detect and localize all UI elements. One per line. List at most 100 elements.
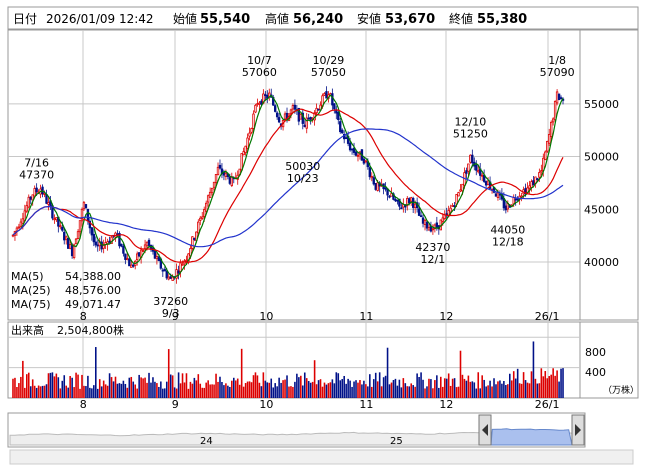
volume-bar (266, 382, 269, 398)
ma-legend: MA(5) 54,388.00 MA(25) 48,576.00 MA(75) … (11, 270, 121, 311)
volume-bar (532, 341, 535, 398)
volume-bar (501, 383, 503, 398)
volume-bar (396, 385, 399, 398)
navigator-scrollbar[interactable] (9, 449, 634, 465)
candle-body (35, 187, 38, 193)
volume-bar (85, 386, 87, 398)
candle-body (341, 129, 344, 134)
volume-bar (232, 377, 235, 398)
volume-bar (465, 380, 468, 398)
candle-body (135, 253, 139, 261)
candle-body (400, 207, 403, 210)
volume-bar (508, 373, 511, 398)
volume-bar (79, 388, 81, 398)
annotation-value: 9/3 (162, 307, 180, 320)
volume-bar (499, 380, 501, 398)
volume-bar (554, 375, 556, 398)
volume-bar (100, 386, 103, 398)
volume-bar (477, 372, 480, 398)
volume-bar (424, 388, 426, 398)
volume-bar (459, 350, 462, 398)
annotation-date: 50030 (285, 160, 320, 173)
volume-bar (33, 385, 36, 398)
open-value: 55,540 (200, 12, 250, 27)
candle-body (47, 202, 50, 205)
volume-bar (286, 375, 288, 398)
candle-body (457, 192, 460, 197)
volume-bar (132, 381, 135, 398)
candle-body (427, 227, 431, 231)
volume-bar (520, 383, 523, 398)
candle-body (555, 91, 559, 104)
candle-body (252, 113, 255, 129)
volume-bar (392, 380, 395, 398)
candle-body (356, 154, 360, 157)
navigator-selected-range[interactable] (490, 428, 573, 446)
ma75-value: 49,071.47 (65, 298, 121, 311)
volume-bar (369, 374, 371, 398)
annotation-value: 12/18 (492, 235, 524, 248)
volume-bar (558, 381, 560, 398)
volume-bar (467, 375, 470, 398)
volume-bar (215, 373, 217, 398)
candle-body (80, 209, 84, 222)
volume-bar (363, 380, 365, 398)
volume-bar (384, 375, 387, 398)
volume-bar (20, 376, 22, 398)
volume-bar (229, 386, 231, 398)
candle-body (137, 252, 141, 257)
volume-bar (351, 386, 353, 398)
volume-bar (445, 378, 448, 398)
ma5-line (12, 94, 564, 279)
ma25-line (12, 108, 564, 263)
candle-body (532, 180, 535, 186)
volume-bar (386, 347, 389, 398)
candle-body (396, 199, 399, 202)
volume-bar (404, 383, 407, 398)
volume-bar (114, 376, 117, 398)
ma5-value: 54,388.00 (65, 270, 121, 283)
volume-bar (438, 387, 440, 398)
volume-bar (262, 372, 265, 398)
volume-bar (43, 385, 46, 398)
volume-bar (495, 384, 497, 398)
volume-bar (298, 377, 300, 398)
volume-bar (443, 378, 446, 398)
volume-bar (246, 381, 249, 398)
low-label: 安値 (357, 11, 381, 26)
price-tick-label: 45000 (584, 203, 619, 216)
candle-body (408, 198, 411, 204)
volume-bar (175, 388, 178, 398)
volume-bar (221, 382, 223, 398)
volume-bar (463, 378, 466, 398)
candle-body (228, 176, 232, 184)
candle-body (201, 216, 204, 219)
candle-body (96, 244, 99, 247)
volume-bar (414, 386, 416, 398)
candle-body (350, 148, 354, 151)
candle-body (82, 202, 86, 210)
candle-body (55, 217, 58, 221)
header-bar (7, 6, 639, 30)
volume-bar (106, 385, 109, 398)
volume-bar (234, 380, 237, 398)
candle-body (449, 207, 452, 213)
volume-bar (365, 384, 367, 398)
volume-bar (552, 368, 554, 398)
candle-body (544, 151, 547, 160)
x-tick-label: 10 (259, 310, 273, 323)
candle-body (143, 244, 147, 250)
candle-body (118, 233, 121, 247)
volume-bar (278, 377, 280, 398)
volume-bar (349, 380, 351, 398)
volume-bar (481, 375, 483, 398)
candle-body (65, 236, 68, 240)
volume-tick-400: 400 (585, 366, 606, 379)
candle-body (53, 218, 56, 221)
candle-body (61, 226, 64, 231)
volume-bar (538, 383, 541, 398)
candle-body (425, 221, 429, 229)
volume-bar (51, 372, 54, 398)
volume-bar (55, 373, 58, 398)
candle-body (169, 276, 172, 279)
